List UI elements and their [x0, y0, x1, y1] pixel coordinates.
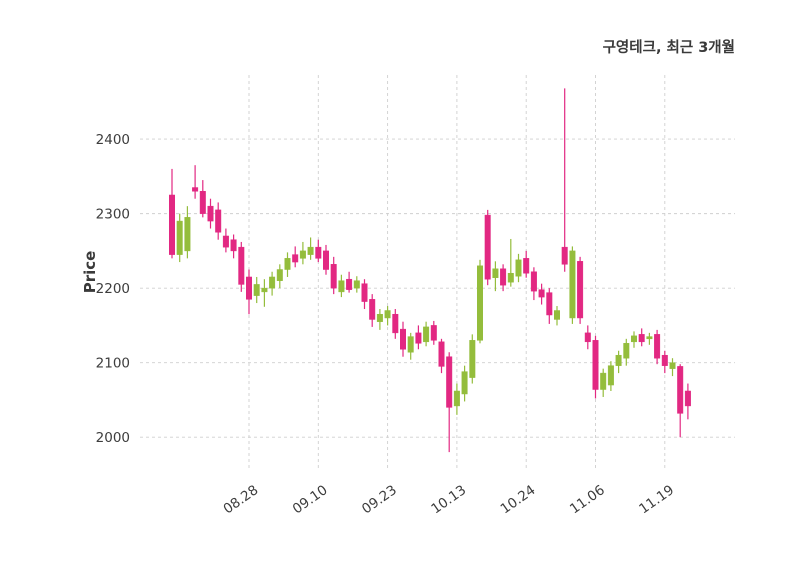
candle-up: [384, 310, 391, 319]
candle-down: [415, 332, 422, 344]
candle-down: [315, 246, 322, 259]
candle-down: [392, 313, 399, 334]
candle-up: [477, 265, 483, 341]
chart-title: 구영테크, 최근 3개월: [603, 38, 735, 56]
candle-down: [199, 191, 206, 214]
candle-up: [492, 268, 499, 278]
candle-down: [577, 261, 584, 319]
candle-up: [515, 259, 522, 277]
candle-down: [684, 390, 691, 407]
candle-up: [276, 269, 283, 281]
candle-up: [253, 284, 260, 296]
candle-down: [430, 325, 437, 341]
candle-up: [423, 326, 430, 343]
candle-up: [623, 343, 630, 359]
candle-up: [407, 336, 414, 353]
candle-down: [538, 289, 545, 298]
candle-down: [238, 246, 245, 285]
candle-down: [207, 205, 214, 222]
candle-up: [353, 280, 360, 289]
candle-down: [400, 328, 406, 350]
candle-up: [615, 354, 622, 366]
candle-down: [500, 268, 507, 286]
candle-up: [453, 390, 460, 407]
candle-up: [307, 246, 314, 255]
y-tick-label: 2200: [96, 281, 130, 297]
candle-down: [661, 354, 668, 366]
grid-layer: [140, 75, 735, 470]
candle-down: [446, 356, 453, 408]
candle-down: [323, 250, 329, 270]
candle-up: [600, 372, 607, 390]
y-tick-label: 2100: [96, 356, 130, 372]
candle-up: [299, 250, 306, 259]
candle-down: [361, 283, 368, 302]
candle-down: [677, 366, 684, 414]
candle-down: [369, 299, 376, 320]
x-tick-label: 09.10: [290, 482, 331, 517]
candle-down: [592, 340, 599, 390]
candle-up: [554, 310, 560, 320]
candle-up: [507, 272, 514, 283]
x-tick-label: 08.28: [220, 482, 261, 517]
candle-up: [338, 280, 345, 293]
candle-up: [176, 220, 183, 255]
candle-up: [631, 335, 637, 343]
candle-down: [230, 239, 237, 252]
y-tick-label: 2400: [96, 132, 130, 148]
candle-up: [646, 336, 653, 340]
candle-up: [669, 362, 676, 369]
candle-up: [269, 276, 276, 289]
candle-down: [523, 258, 530, 274]
candle-down: [215, 209, 222, 233]
candle-down: [638, 334, 645, 343]
candle-up: [184, 217, 191, 252]
candle-down: [438, 341, 445, 367]
candle-up: [569, 250, 576, 319]
candle-up: [461, 371, 468, 395]
candle-down: [561, 246, 568, 265]
y-tick-label: 2300: [96, 207, 130, 223]
candle-down: [192, 187, 199, 192]
candle-up: [261, 287, 268, 293]
candle-down: [292, 254, 299, 263]
candle-down: [484, 214, 491, 280]
candle-down: [346, 278, 353, 290]
x-tick-label: 09.23: [359, 482, 400, 517]
x-tick-label: 10.13: [428, 482, 469, 517]
candle-down: [330, 264, 337, 289]
candle-down: [546, 292, 553, 316]
candle-up: [469, 340, 476, 378]
candle-series: [169, 88, 691, 453]
candle-down: [222, 235, 229, 248]
x-tick-label: 10.24: [498, 482, 539, 517]
x-tick-label: 11.19: [636, 482, 677, 517]
axis-labels: 2000 2100 2200 2300 2400 08.28 09.10 09.23 10.13…: [96, 132, 677, 517]
candle-down: [169, 194, 175, 255]
candle-up: [284, 258, 291, 270]
y-axis-label: Price: [81, 251, 99, 294]
candle-up: [607, 365, 614, 386]
candle-down: [654, 334, 661, 359]
candle-down: [246, 276, 252, 300]
x-tick-label: 11.06: [567, 482, 608, 517]
y-tick-label: 2000: [96, 430, 130, 446]
candle-down: [584, 332, 591, 343]
candle-down: [530, 271, 537, 292]
candle-up: [376, 313, 383, 322]
